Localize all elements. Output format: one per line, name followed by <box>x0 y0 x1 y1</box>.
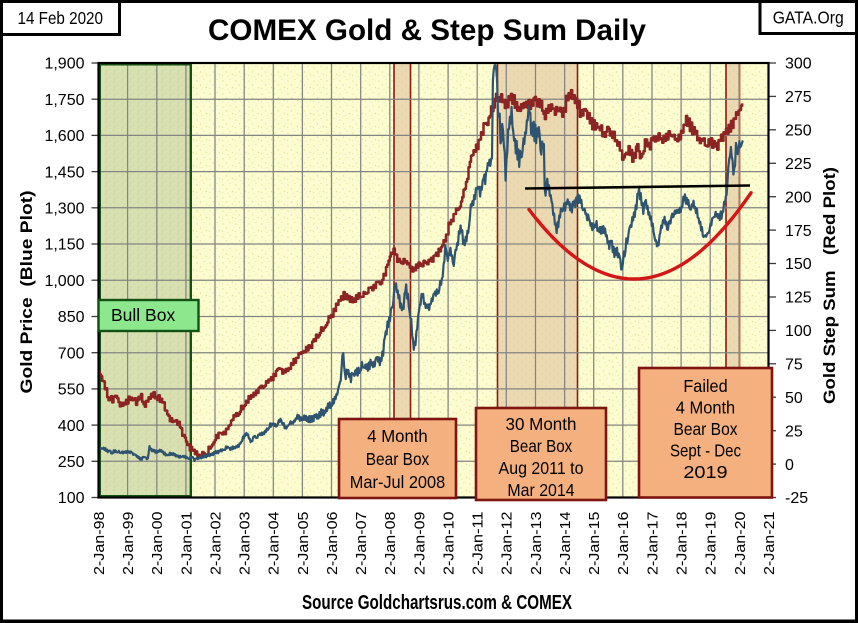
svg-text:300: 300 <box>785 56 812 73</box>
svg-text:2-Jan-14: 2-Jan-14 <box>558 512 574 576</box>
svg-text:Mar-Jul 2008: Mar-Jul 2008 <box>350 472 445 492</box>
svg-text:30 Month: 30 Month <box>506 414 577 434</box>
svg-text:2019: 2019 <box>683 462 727 482</box>
svg-text:Aug 2011 to: Aug 2011 to <box>499 458 584 478</box>
svg-text:14 Feb 2020: 14 Feb 2020 <box>18 8 104 28</box>
svg-text:1,750: 1,750 <box>44 92 84 109</box>
svg-text:100: 100 <box>58 490 85 507</box>
svg-text:2-Jan-07: 2-Jan-07 <box>354 512 370 576</box>
svg-text:4 Month: 4 Month <box>367 426 427 446</box>
svg-text:2-Jan-09: 2-Jan-09 <box>412 512 428 576</box>
svg-text:Mar 2014: Mar 2014 <box>507 480 574 500</box>
svg-text:2-Jan-08: 2-Jan-08 <box>383 512 399 576</box>
svg-text:2-Jan-15: 2-Jan-15 <box>587 512 603 576</box>
svg-text:0: 0 <box>785 457 794 474</box>
svg-text:Source Goldchartsrus.com & COM: Source Goldchartsrus.com & COMEX <box>302 592 572 614</box>
svg-text:1,900: 1,900 <box>44 56 84 73</box>
svg-text:2-Jan-10: 2-Jan-10 <box>442 512 458 576</box>
svg-text:Sept - Dec: Sept - Dec <box>670 441 741 461</box>
svg-text:200: 200 <box>785 189 812 206</box>
svg-text:2-Jan-21: 2-Jan-21 <box>762 512 778 576</box>
svg-text:1,450: 1,450 <box>44 164 84 181</box>
svg-text:1,600: 1,600 <box>44 128 84 145</box>
svg-text:550: 550 <box>58 382 85 399</box>
svg-text:-25: -25 <box>785 490 808 507</box>
svg-text:2-Jan-05: 2-Jan-05 <box>296 512 312 576</box>
svg-text:1,000: 1,000 <box>44 273 84 290</box>
svg-text:25: 25 <box>785 423 803 440</box>
svg-text:125: 125 <box>785 290 812 307</box>
svg-text:1,150: 1,150 <box>44 237 84 254</box>
svg-text:2-Jan-02: 2-Jan-02 <box>208 512 224 576</box>
svg-text:275: 275 <box>785 89 812 106</box>
svg-text:2-Jan-18: 2-Jan-18 <box>675 512 691 576</box>
svg-text:2-Jan-16: 2-Jan-16 <box>616 512 632 576</box>
svg-text:75: 75 <box>785 357 803 374</box>
svg-text:175: 175 <box>785 223 812 240</box>
svg-text:Bull Box: Bull Box <box>111 305 175 325</box>
svg-text:4 Month: 4 Month <box>676 398 735 418</box>
svg-text:2-Jan-04: 2-Jan-04 <box>267 512 283 576</box>
svg-text:700: 700 <box>58 345 85 362</box>
svg-text:2-Jan-13: 2-Jan-13 <box>529 512 545 576</box>
svg-text:Failed: Failed <box>683 376 727 396</box>
svg-text:2-Jan-01: 2-Jan-01 <box>179 512 195 576</box>
svg-text:250: 250 <box>785 123 812 140</box>
svg-text:2-Jan-17: 2-Jan-17 <box>645 512 661 576</box>
svg-text:2-Jan-99: 2-Jan-99 <box>121 512 137 576</box>
svg-text:2-Jan-98: 2-Jan-98 <box>92 512 108 576</box>
svg-text:2-Jan-11: 2-Jan-11 <box>471 512 487 575</box>
svg-text:Bear Box: Bear Box <box>510 436 573 456</box>
svg-text:2-Jan-20: 2-Jan-20 <box>733 512 749 576</box>
svg-text:Bear Box: Bear Box <box>366 449 430 469</box>
svg-text:2-Jan-00: 2-Jan-00 <box>150 512 166 576</box>
svg-text:150: 150 <box>785 256 812 273</box>
svg-text:225: 225 <box>785 156 812 173</box>
svg-text:400: 400 <box>58 418 85 435</box>
svg-text:250: 250 <box>58 454 85 471</box>
svg-text:1,300: 1,300 <box>44 201 84 218</box>
svg-text:2-Jan-19: 2-Jan-19 <box>704 512 720 576</box>
svg-text:50: 50 <box>785 390 803 407</box>
svg-text:2-Jan-12: 2-Jan-12 <box>500 512 516 576</box>
svg-text:COMEX Gold & Step Sum Daily: COMEX Gold & Step Sum Daily <box>208 14 647 47</box>
svg-text:2-Jan-03: 2-Jan-03 <box>238 512 254 576</box>
svg-text:GATA.Org: GATA.Org <box>773 8 844 28</box>
svg-text:Gold Price (Blue Plot): Gold Price (Blue Plot) <box>18 191 36 394</box>
svg-text:850: 850 <box>58 309 85 326</box>
svg-text:100: 100 <box>785 323 812 340</box>
svg-text:2-Jan-06: 2-Jan-06 <box>325 512 341 576</box>
svg-text:Gold Step Sum (Red Plot): Gold Step Sum (Red Plot) <box>821 167 839 404</box>
svg-text:Bear Box: Bear Box <box>673 419 737 439</box>
